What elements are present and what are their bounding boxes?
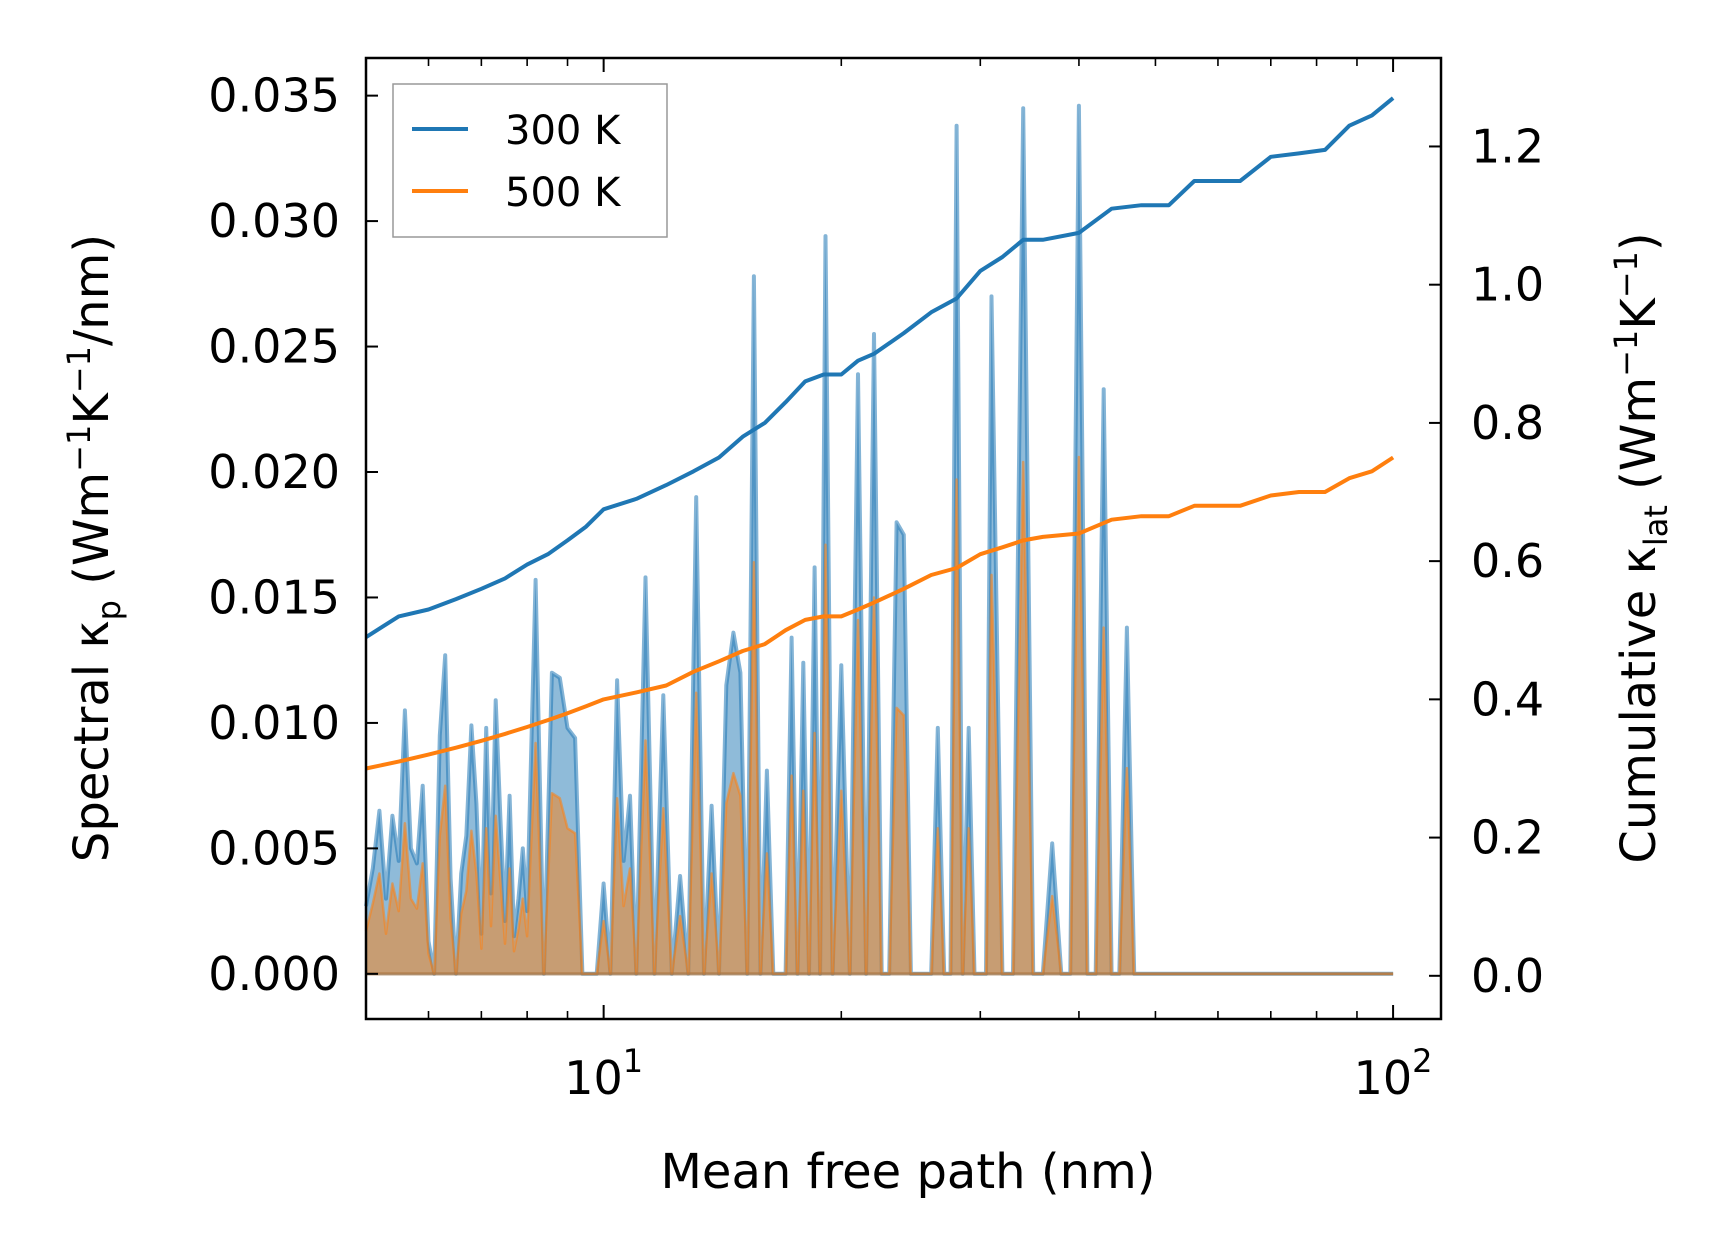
y-left-tick-label: 0.035	[208, 69, 340, 123]
x-tick-label: 101	[564, 1042, 643, 1105]
y-left-tick-label: 0.025	[208, 320, 340, 374]
legend-label-300k: 300 K	[505, 108, 622, 154]
legend: 300 K 500 K	[392, 83, 668, 238]
y-left-tick-label: 0.015	[208, 570, 340, 624]
y-right-tick-label: 1.2	[1471, 119, 1544, 173]
legend-label-500k: 500 K	[505, 170, 622, 216]
y-axis-right-label: Cumulative κlat (Wm−1K−1)	[1607, 232, 1675, 863]
legend-box	[392, 83, 668, 238]
cumulative-line-500k	[365, 455, 1395, 771]
y-right-tick-label: 0.8	[1471, 396, 1544, 450]
spectral-layer	[364, 103, 1394, 976]
y-left-tick-label: 0.020	[208, 445, 340, 499]
x-tick-label: 102	[1354, 1042, 1433, 1105]
y-axis-left-label: Spectral κp (Wm−1K−1/nm)	[60, 234, 128, 862]
cumulative-line-300k	[364, 96, 1395, 639]
y-right-tick-label: 0.6	[1471, 534, 1544, 588]
y-right-tick-label: 0.2	[1471, 811, 1544, 865]
y-left-tick-label: 0.030	[208, 194, 340, 248]
y-left-tick-label: 0.010	[208, 696, 340, 750]
x-axis-label: Mean free path (nm)	[661, 1144, 1156, 1200]
y-right-tick-label: 0.4	[1471, 672, 1544, 726]
y-right-tick-label: 0.0	[1471, 949, 1544, 1003]
axes-layer: 0.000 0.005 0.010 0.015 0.020 0.025 0.030 0.035…	[208, 56, 1544, 1105]
cumulative-layer	[364, 96, 1395, 771]
y-left-tick-label: 0.000	[208, 947, 340, 1001]
y-left-tick-label: 0.005	[208, 821, 340, 875]
y-right-tick-label: 1.0	[1471, 258, 1544, 312]
plot-frame	[364, 56, 1443, 1021]
